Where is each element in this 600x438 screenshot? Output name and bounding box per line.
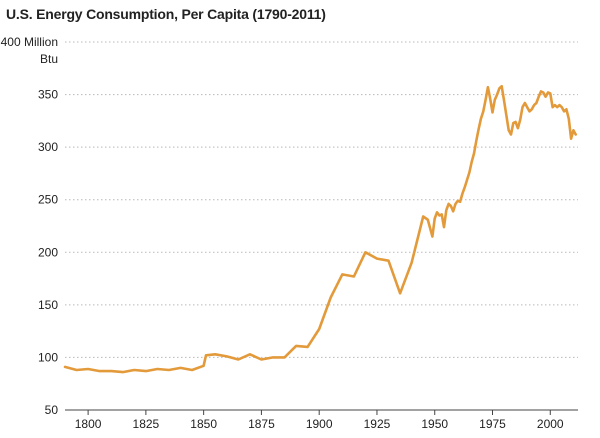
x-tick-label-1825: 1825	[133, 417, 160, 431]
x-axis: 1800 1825 1850 1875 1900 1925 1950 1975 2000	[65, 409, 578, 431]
y-tick-label-150: 150	[38, 298, 58, 312]
chart-title: U.S. Energy Consumption, Per Capita (179…	[6, 6, 326, 22]
x-tick-label-1975: 1975	[479, 417, 506, 431]
x-tick-label-1850: 1850	[190, 417, 217, 431]
x-tick-label-1950: 1950	[421, 417, 448, 431]
y-unit-label-line2: Btu	[40, 52, 58, 66]
x-tick-label-2000: 2000	[537, 417, 564, 431]
x-tick-label-1900: 1900	[306, 417, 333, 431]
series-line-layer	[63, 84, 578, 374]
series-line-0	[63, 84, 578, 374]
y-tick-label-350: 350	[38, 88, 58, 102]
y-tick-label-250: 250	[38, 193, 58, 207]
y-unit-label-line1: 400 Million	[1, 35, 58, 49]
x-tick-label-1925: 1925	[364, 417, 391, 431]
y-tick-label-200: 200	[38, 245, 58, 259]
y-tick-label-100: 100	[38, 350, 58, 364]
y-tick-label-300: 300	[38, 140, 58, 154]
x-tick-label-1875: 1875	[248, 417, 275, 431]
x-tick-label-1800: 1800	[75, 417, 102, 431]
grid-lines	[65, 41, 578, 358]
y-axis: 400 Million Btu 50 100 150 200 250 300 350	[1, 35, 59, 417]
y-tick-label-50: 50	[45, 403, 59, 417]
